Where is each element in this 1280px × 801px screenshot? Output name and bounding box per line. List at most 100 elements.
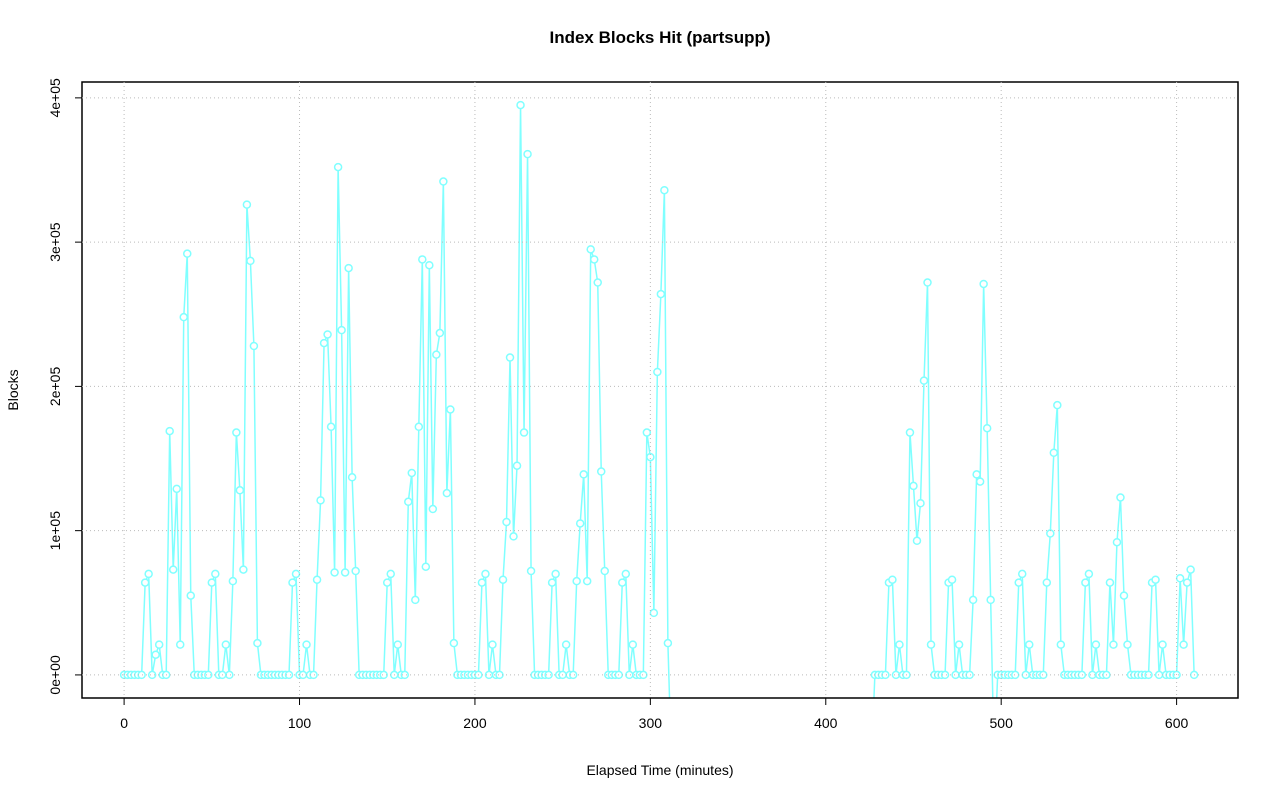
data-point [912,536,922,546]
data-point [179,312,188,322]
data-point [498,575,508,584]
data-point [379,670,388,680]
data-point [351,566,360,576]
data-point [909,481,918,491]
data-point [868,758,875,765]
data-point [253,638,262,648]
data-point [600,566,609,576]
data-point [1186,565,1195,574]
data-point [926,640,936,649]
data-point [425,260,434,270]
data-point [488,640,497,649]
data-point [954,640,964,649]
data-point [1116,493,1125,502]
data-point [509,532,518,541]
data-point [1084,569,1094,579]
data-point [298,670,308,680]
data-point [291,569,301,579]
x-tick-label: 200 [463,715,487,731]
chart-title: Index Blocks Hit (partsupp) [549,28,770,47]
data-point [986,595,995,605]
data-point [561,640,571,649]
data-point [1049,448,1059,458]
data-point [979,279,988,289]
x-tick-label: 100 [288,715,312,731]
data-point [1144,670,1153,680]
data-line [124,105,1195,698]
data-point [319,338,329,348]
data-point [414,422,424,432]
data-point [172,484,181,494]
data-point [175,640,185,649]
data-point [144,569,153,579]
data-point [446,405,455,414]
data-point [1021,670,1030,680]
data-point [168,565,178,574]
data-point [572,576,581,586]
data-point [628,640,638,649]
data-point [656,289,666,299]
data-point [923,278,932,287]
y-tick-label: 3e+05 [47,222,63,262]
data-point [551,569,560,579]
data-point [284,670,294,680]
data-point [309,670,318,680]
data-point [888,575,897,584]
data-point [428,504,438,514]
data-point [312,575,322,584]
data-point [421,562,431,571]
data-point [386,569,395,579]
y-tick-label: 4e+05 [47,78,63,118]
data-point [225,670,234,680]
data-point [140,578,150,587]
data-point [1091,640,1101,649]
data-point [895,640,904,649]
data-point [940,670,950,680]
data-point [972,470,981,479]
data-point [1175,574,1185,583]
x-axis-label: Elapsed Time (minutes) [586,762,733,778]
data-point [1112,537,1122,547]
data-point [1158,640,1167,649]
data-point [407,468,417,478]
data-point [1046,529,1055,538]
data-point [228,576,238,586]
data-point [221,640,231,649]
data-point [242,200,252,209]
data-point [442,488,452,498]
data-point [505,353,515,362]
y-tick-label: 1e+05 [47,511,63,551]
data-point [1179,640,1188,649]
data-point [211,569,220,579]
data-point [618,578,627,587]
data-point [302,640,311,649]
data-point [512,461,522,470]
data-point [418,255,427,264]
data-point [477,578,487,587]
data-point [432,350,441,359]
data-point [246,256,255,266]
data-point [337,325,346,335]
data-point [975,477,985,486]
data-point [323,330,332,339]
data-point [1042,578,1052,587]
data-point [919,376,929,385]
data-point [165,426,174,436]
data-point [646,452,655,462]
data-point [1077,670,1087,680]
data-point [1151,575,1160,584]
data-point [579,470,588,479]
data-point [621,569,631,579]
data-point [411,595,420,605]
data-point [1056,640,1066,649]
data-point [481,569,490,579]
data-point [1017,569,1027,579]
y-axis-label: Blocks [5,369,21,410]
data-point [1014,578,1023,587]
plot-area [119,100,1199,765]
data-point [204,670,213,680]
data-point [519,428,529,437]
data-point [147,670,157,680]
data-point [340,568,350,577]
